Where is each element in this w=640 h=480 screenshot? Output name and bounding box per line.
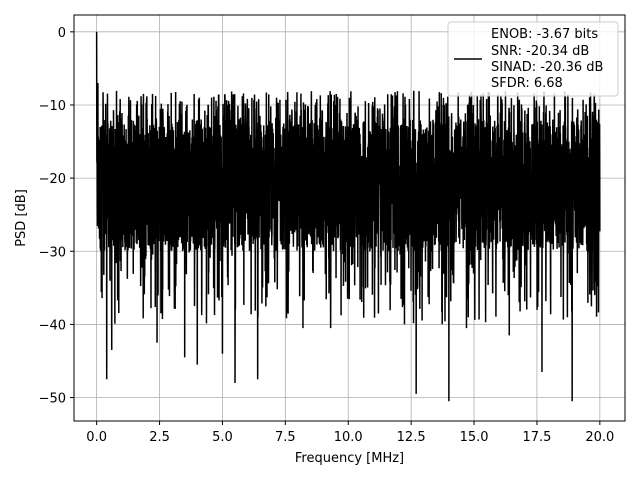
legend-box (447, 21, 619, 97)
x-axis-label: Frequency [MHz] (295, 451, 404, 466)
x-tick-label: 20.0 (585, 430, 614, 445)
y-tick-label: −10 (39, 99, 66, 114)
x-tick-label: 5.0 (212, 430, 233, 445)
x-tick-label: 7.5 (275, 430, 296, 445)
x-axis-ticks: 0.0 2.5 5.0 7.5 10.0 12.5 15.0 17.5 20.0 (86, 421, 614, 445)
legend-entry-sfdr: SFDR: 6.68 (491, 76, 563, 91)
x-tick-label: 12.5 (397, 430, 426, 445)
legend: ENOB: -3.67 bits SNR: -20.34 dB SINAD: -… (447, 21, 619, 97)
legend-entry-snr: SNR: -20.34 dB (491, 44, 589, 59)
legend-entry-sinad: SINAD: -20.36 dB (491, 60, 603, 75)
x-tick-label: 10.0 (334, 430, 363, 445)
x-tick-label: 0.0 (86, 430, 107, 445)
y-tick-label: −20 (39, 172, 66, 187)
plot-frame (73, 14, 626, 422)
y-tick-label: −40 (39, 318, 66, 333)
y-axis-label: PSD [dB] (14, 189, 29, 247)
y-tick-label: 0 (58, 26, 66, 41)
x-tick-label: 17.5 (522, 430, 551, 445)
y-tick-label: −30 (39, 245, 66, 260)
x-tick-label: 2.5 (149, 430, 170, 445)
psd-series-line (95, 31, 601, 402)
y-axis-ticks: 0 −10 −20 −30 −40 −50 (39, 26, 74, 407)
y-tick-label: −50 (39, 392, 66, 407)
x-tick-label: 15.0 (460, 430, 489, 445)
plot-area (95, 31, 601, 402)
legend-entry-enob: ENOB: -3.67 bits (491, 27, 598, 42)
